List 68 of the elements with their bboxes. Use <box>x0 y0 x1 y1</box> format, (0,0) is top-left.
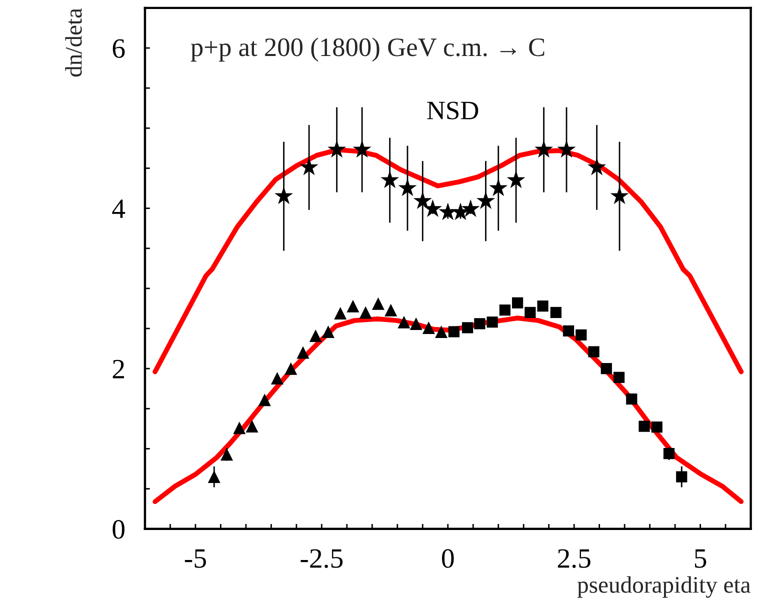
y-tick-label: 0 <box>112 520 124 539</box>
point <box>413 191 432 209</box>
point <box>233 422 246 434</box>
point <box>352 140 372 158</box>
point <box>359 306 372 319</box>
point <box>588 346 600 358</box>
point <box>476 191 495 209</box>
point <box>576 329 587 340</box>
point <box>537 300 548 312</box>
x-tick-label: -2.5 <box>300 549 343 568</box>
point <box>398 316 410 328</box>
point <box>328 140 346 158</box>
x-tick-label: 0 <box>442 549 454 568</box>
point <box>600 363 612 374</box>
point <box>448 326 460 338</box>
y-tick-label: 4 <box>112 200 126 218</box>
point <box>512 297 524 308</box>
point <box>384 304 398 316</box>
point <box>246 420 258 433</box>
point <box>550 306 562 318</box>
line-series <box>152 316 744 504</box>
point <box>270 372 284 384</box>
x-axis-title: pseudorapidity eta <box>577 576 750 598</box>
point <box>499 304 510 316</box>
point <box>322 325 334 338</box>
point <box>461 199 480 217</box>
point <box>372 297 384 310</box>
point <box>676 471 688 482</box>
point <box>208 470 220 484</box>
x-tick-label: 2.5 <box>558 549 590 568</box>
point <box>220 448 234 461</box>
x-tick-label: 5 <box>694 549 706 568</box>
point <box>410 317 422 330</box>
point <box>398 178 417 196</box>
point <box>534 140 554 158</box>
point <box>274 186 294 204</box>
point <box>296 346 310 359</box>
point <box>422 321 435 334</box>
point <box>300 158 318 176</box>
point <box>486 316 498 328</box>
point <box>334 307 347 320</box>
point <box>346 300 360 312</box>
point <box>557 140 576 158</box>
text: p+p at 200 (1800) GeV c.m. → C <box>190 38 544 62</box>
y-tick-label: 2 <box>112 360 124 378</box>
point <box>562 325 574 336</box>
point <box>626 393 638 405</box>
y-tick-label: 6 <box>112 39 125 58</box>
point <box>524 306 536 318</box>
point <box>663 448 675 460</box>
point <box>423 199 442 217</box>
point <box>435 325 448 338</box>
point <box>489 178 508 196</box>
x-tick-label: -5 <box>184 549 206 568</box>
point <box>506 170 526 188</box>
point <box>258 394 271 406</box>
y-axis-title: dn/deta <box>65 8 82 77</box>
point <box>588 158 606 176</box>
point <box>613 372 625 383</box>
point <box>610 186 629 204</box>
point <box>380 170 400 188</box>
text: NSD <box>427 102 478 120</box>
point <box>651 422 662 433</box>
point <box>474 318 486 330</box>
point <box>462 322 474 334</box>
point <box>284 362 298 375</box>
point <box>309 329 322 342</box>
point <box>638 420 650 432</box>
